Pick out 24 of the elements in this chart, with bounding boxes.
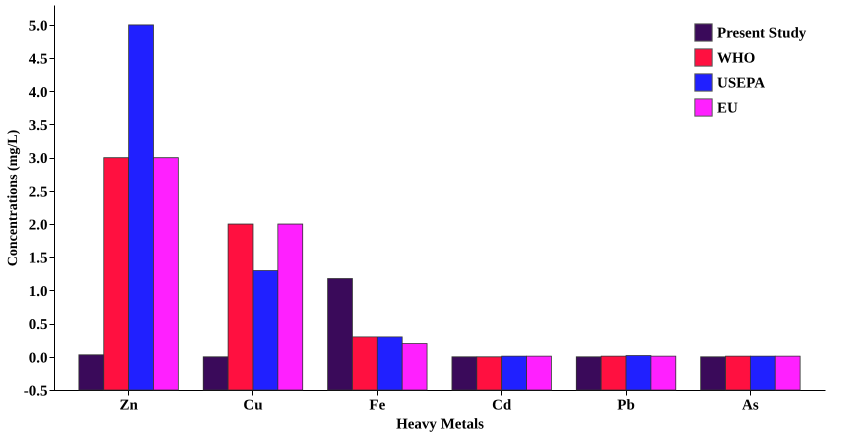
y-tick-label: -0.5: [24, 384, 48, 400]
y-tick-label: 1.0: [28, 284, 48, 300]
legend-label: Present Study: [717, 26, 807, 42]
x-tick-label: Zn: [119, 398, 138, 414]
y-tick-label: 1.5: [28, 250, 48, 267]
x-tick-label: Cu: [243, 398, 263, 414]
y-tick-label: 3.5: [28, 118, 48, 134]
x-tick-label: As: [742, 398, 759, 414]
y-tick-label: 0.0: [28, 350, 48, 366]
y-tick-label: 2.5: [28, 184, 48, 200]
x-axis-title: Heavy Metals: [396, 416, 484, 432]
y-axis-title: Concentrations (mg/L): [6, 129, 21, 266]
x-tick-label: Fe: [369, 398, 386, 414]
legend-label: WHO: [717, 50, 756, 66]
x-tick-label: Cd: [492, 398, 512, 414]
legend-label: EU: [717, 100, 738, 116]
y-tick-label: 4.0: [28, 84, 48, 101]
y-tick-label: 0.5: [28, 317, 48, 334]
y-tick-label: 4.5: [28, 52, 48, 68]
y-tick-label: 2.0: [28, 218, 48, 234]
x-tick-label: Pb: [617, 398, 635, 414]
legend-label: USEPA: [717, 76, 766, 92]
y-tick-label: 3.0: [28, 151, 48, 168]
y-tick-label: 5.0: [28, 18, 48, 34]
